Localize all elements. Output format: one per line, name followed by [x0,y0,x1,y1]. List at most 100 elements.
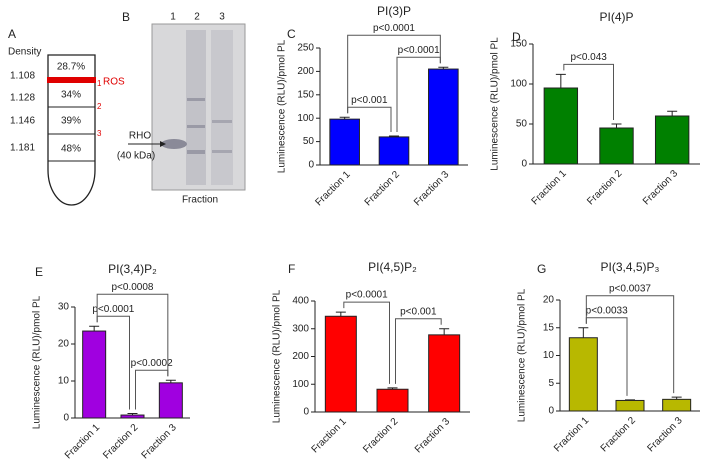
y-tick-label: 0 [63,413,69,424]
chart-title: PI(3)P [377,4,411,18]
p-value: p<0.0033 [586,305,628,316]
significance-bracket [96,293,169,377]
density-header: Density [8,47,41,58]
bar [376,388,409,413]
y-tick-label: 0 [308,160,314,171]
fraction-percent: 28.7% [57,62,85,73]
density: 1.146 [10,116,35,127]
gel-band [212,120,232,123]
significance-bracket [395,318,442,384]
error-bar [89,325,100,332]
error-bar [389,135,399,137]
x-tick-label: Fraction 1 [530,168,570,208]
y-tick-label: 0 [521,159,527,170]
x-tick-label: Fraction 2 [361,416,401,456]
panel-letter: E [35,265,43,279]
lane-label: 2 [194,12,200,23]
x-tick-label: Fraction 1 [63,422,103,461]
panel-letter: D [512,30,521,44]
bar-chart: E PI(3,4)P₂ Luminescence (RLU)/pmol PL 0 10 2… [32,262,190,461]
x-tick-label: Fraction 2 [585,168,625,208]
error-bar [387,387,398,390]
x-tick-label: Fraction 1 [552,415,592,455]
lane-label: 1 [170,12,176,23]
y-axis-label: Luminescence (RLU)/pmol PL [32,295,43,429]
y-tick-label: 30 [58,302,70,313]
y-tick-label: 10 [58,376,70,387]
x-tick-label: Fraction 3 [413,416,453,456]
panel-letter: A [8,27,16,41]
y-tick-label: 0 [303,407,309,418]
panel-letter: B [122,10,130,24]
x-tick-label: Fraction 1 [310,416,350,456]
x-tick-label: Fraction 3 [645,415,685,455]
significance-bracket [563,63,614,120]
p-value: p<0.043 [570,52,607,63]
y-tick-label: 300 [292,323,309,334]
bar-chart: F PI(4,5)P₂ Luminescence (RLU)/pmol PL 0 100… [272,260,470,455]
bar [662,398,692,412]
error-bar [578,327,589,338]
p-value: p<0.0001 [398,45,440,56]
marker-label: RHO [129,131,151,142]
panel-letter: C [287,27,296,41]
fraction-percent: 48% [61,144,81,155]
bar-chart: G PI(3,4,5)P₃ Luminescence (RLU)/pmol PL 0 5… [517,260,700,454]
bar [428,68,459,166]
error-bar [127,413,138,416]
fraction-number: 1 [97,79,102,88]
fraction-percent: 34% [61,90,81,101]
x-tick-label: Fraction 2 [101,422,141,461]
fraction-number: 3 [97,129,102,138]
x-axis-label: Fraction [182,195,218,206]
p-value: p<0.001 [351,95,388,106]
bar [599,127,634,165]
bar [120,414,145,419]
gel-panel: B 1 2 3 RHO (40 kDa) Fraction [117,10,246,206]
x-tick-label: Fraction 3 [641,168,681,208]
p-value: p<0.0001 [373,23,415,34]
y-tick-label: 20 [543,295,555,306]
density: 1.181 [10,143,35,154]
y-tick-label: 50 [303,136,315,147]
lane-label: 3 [219,12,225,23]
bar [428,334,461,413]
error-bar [625,399,635,401]
error-bar [671,396,682,400]
fraction-percent: 39% [61,116,81,127]
y-axis-label: Luminescence (RLU)/pmol PL [490,37,501,171]
gel-band [187,125,205,128]
y-tick-label: 100 [510,79,527,90]
bar [82,330,107,419]
arrow-head [160,141,166,147]
bar [158,382,183,419]
chart-title: PI(4,5)P₂ [368,260,417,274]
rho-band [161,139,187,149]
p-value: p<0.0002 [131,358,173,369]
y-tick-label: 15 [543,322,555,333]
gel-band [212,150,232,153]
x-tick-label: Fraction 2 [599,415,639,455]
error-bar [335,311,346,317]
significance-bracket [585,295,675,394]
significance-bracket [347,34,441,114]
chart-title: PI(3,4,5)P₃ [601,260,660,274]
p-value: p<0.0037 [609,283,651,294]
p-value: p<0.0001 [92,304,134,315]
y-tick-label: 20 [58,339,70,350]
bar [615,399,645,412]
marker-size: (40 kDa) [117,151,155,162]
error-bar [165,379,176,383]
gel-band [187,150,205,154]
gradient-panel: A Density 1.108 1.128 1.146 1.181 28.7% … [8,27,125,206]
p-value: p<0.001 [400,306,437,317]
y-tick-label: 150 [510,39,527,50]
y-axis-label: Luminescence (RLU)/pmol PL [272,289,283,423]
y-tick-label: 50 [516,119,528,130]
x-tick-label: Fraction 3 [412,169,452,209]
bar-chart: C PI(3)P Luminescence (RLU)/pmol PL 0 50 100 1… [277,4,468,208]
bar [324,315,357,413]
error-bar [438,66,449,70]
